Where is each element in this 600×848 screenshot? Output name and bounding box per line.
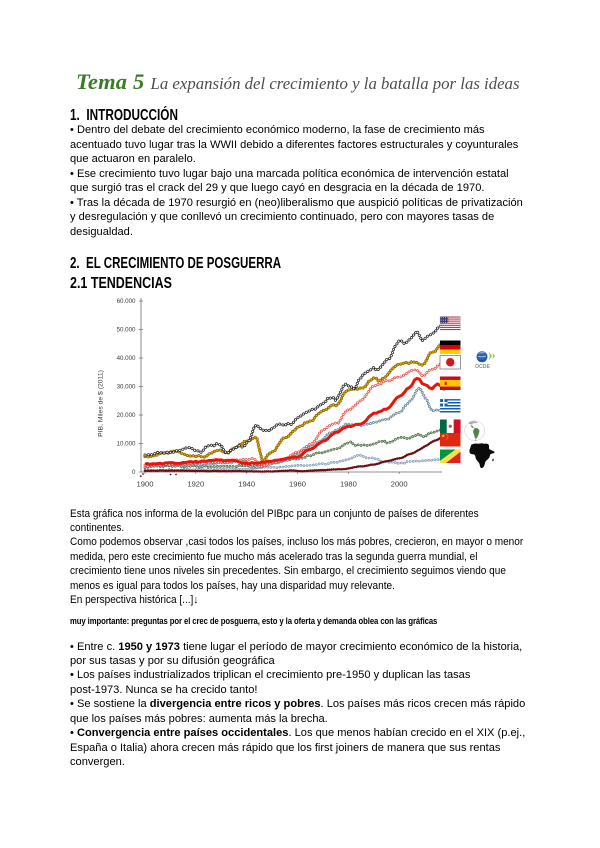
svg-text:1980: 1980: [340, 480, 357, 489]
svg-text:1900: 1900: [137, 480, 154, 489]
svg-text:PIB, Miles de $ (2011): PIB, Miles de $ (2011): [98, 370, 105, 437]
svg-text:20.000: 20.000: [117, 412, 136, 419]
svg-text:40.000: 40.000: [117, 355, 136, 362]
svg-text:2000: 2000: [391, 480, 408, 489]
svg-text:10.000: 10.000: [117, 441, 136, 448]
svg-text:60.000: 60.000: [117, 298, 136, 305]
svg-text:1940: 1940: [238, 480, 255, 489]
svg-text:30.000: 30.000: [117, 384, 136, 391]
svg-text:0: 0: [132, 469, 136, 476]
svg-text:OCDE: OCDE: [475, 364, 491, 370]
svg-text:1960: 1960: [289, 480, 306, 489]
svg-text:50.000: 50.000: [117, 327, 136, 334]
svg-text:1920: 1920: [187, 480, 204, 489]
